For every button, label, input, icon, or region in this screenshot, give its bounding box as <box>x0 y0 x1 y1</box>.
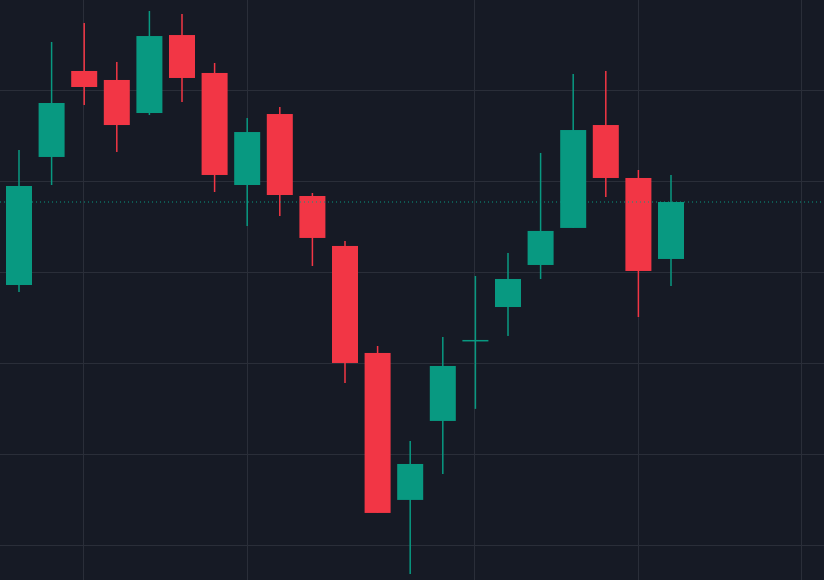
candle-body <box>429 365 456 421</box>
candle-body <box>201 72 228 175</box>
candle-body <box>625 177 652 271</box>
candle-body <box>136 36 163 114</box>
candle-body <box>332 245 358 363</box>
candle-body <box>527 230 554 265</box>
candle-body <box>71 70 98 87</box>
candle-body <box>397 463 424 500</box>
candle-body <box>495 278 521 308</box>
candle-body <box>592 125 619 178</box>
candle-body <box>364 352 391 513</box>
candle-body <box>6 185 32 285</box>
candle-body <box>234 132 261 185</box>
candle-body <box>560 130 587 228</box>
candle-body <box>169 35 195 78</box>
candle-body <box>266 114 293 196</box>
candle-body <box>103 79 130 126</box>
candle-body <box>658 202 684 259</box>
candle-body <box>462 339 489 342</box>
candle-body <box>299 196 326 238</box>
candle-body <box>38 103 65 157</box>
